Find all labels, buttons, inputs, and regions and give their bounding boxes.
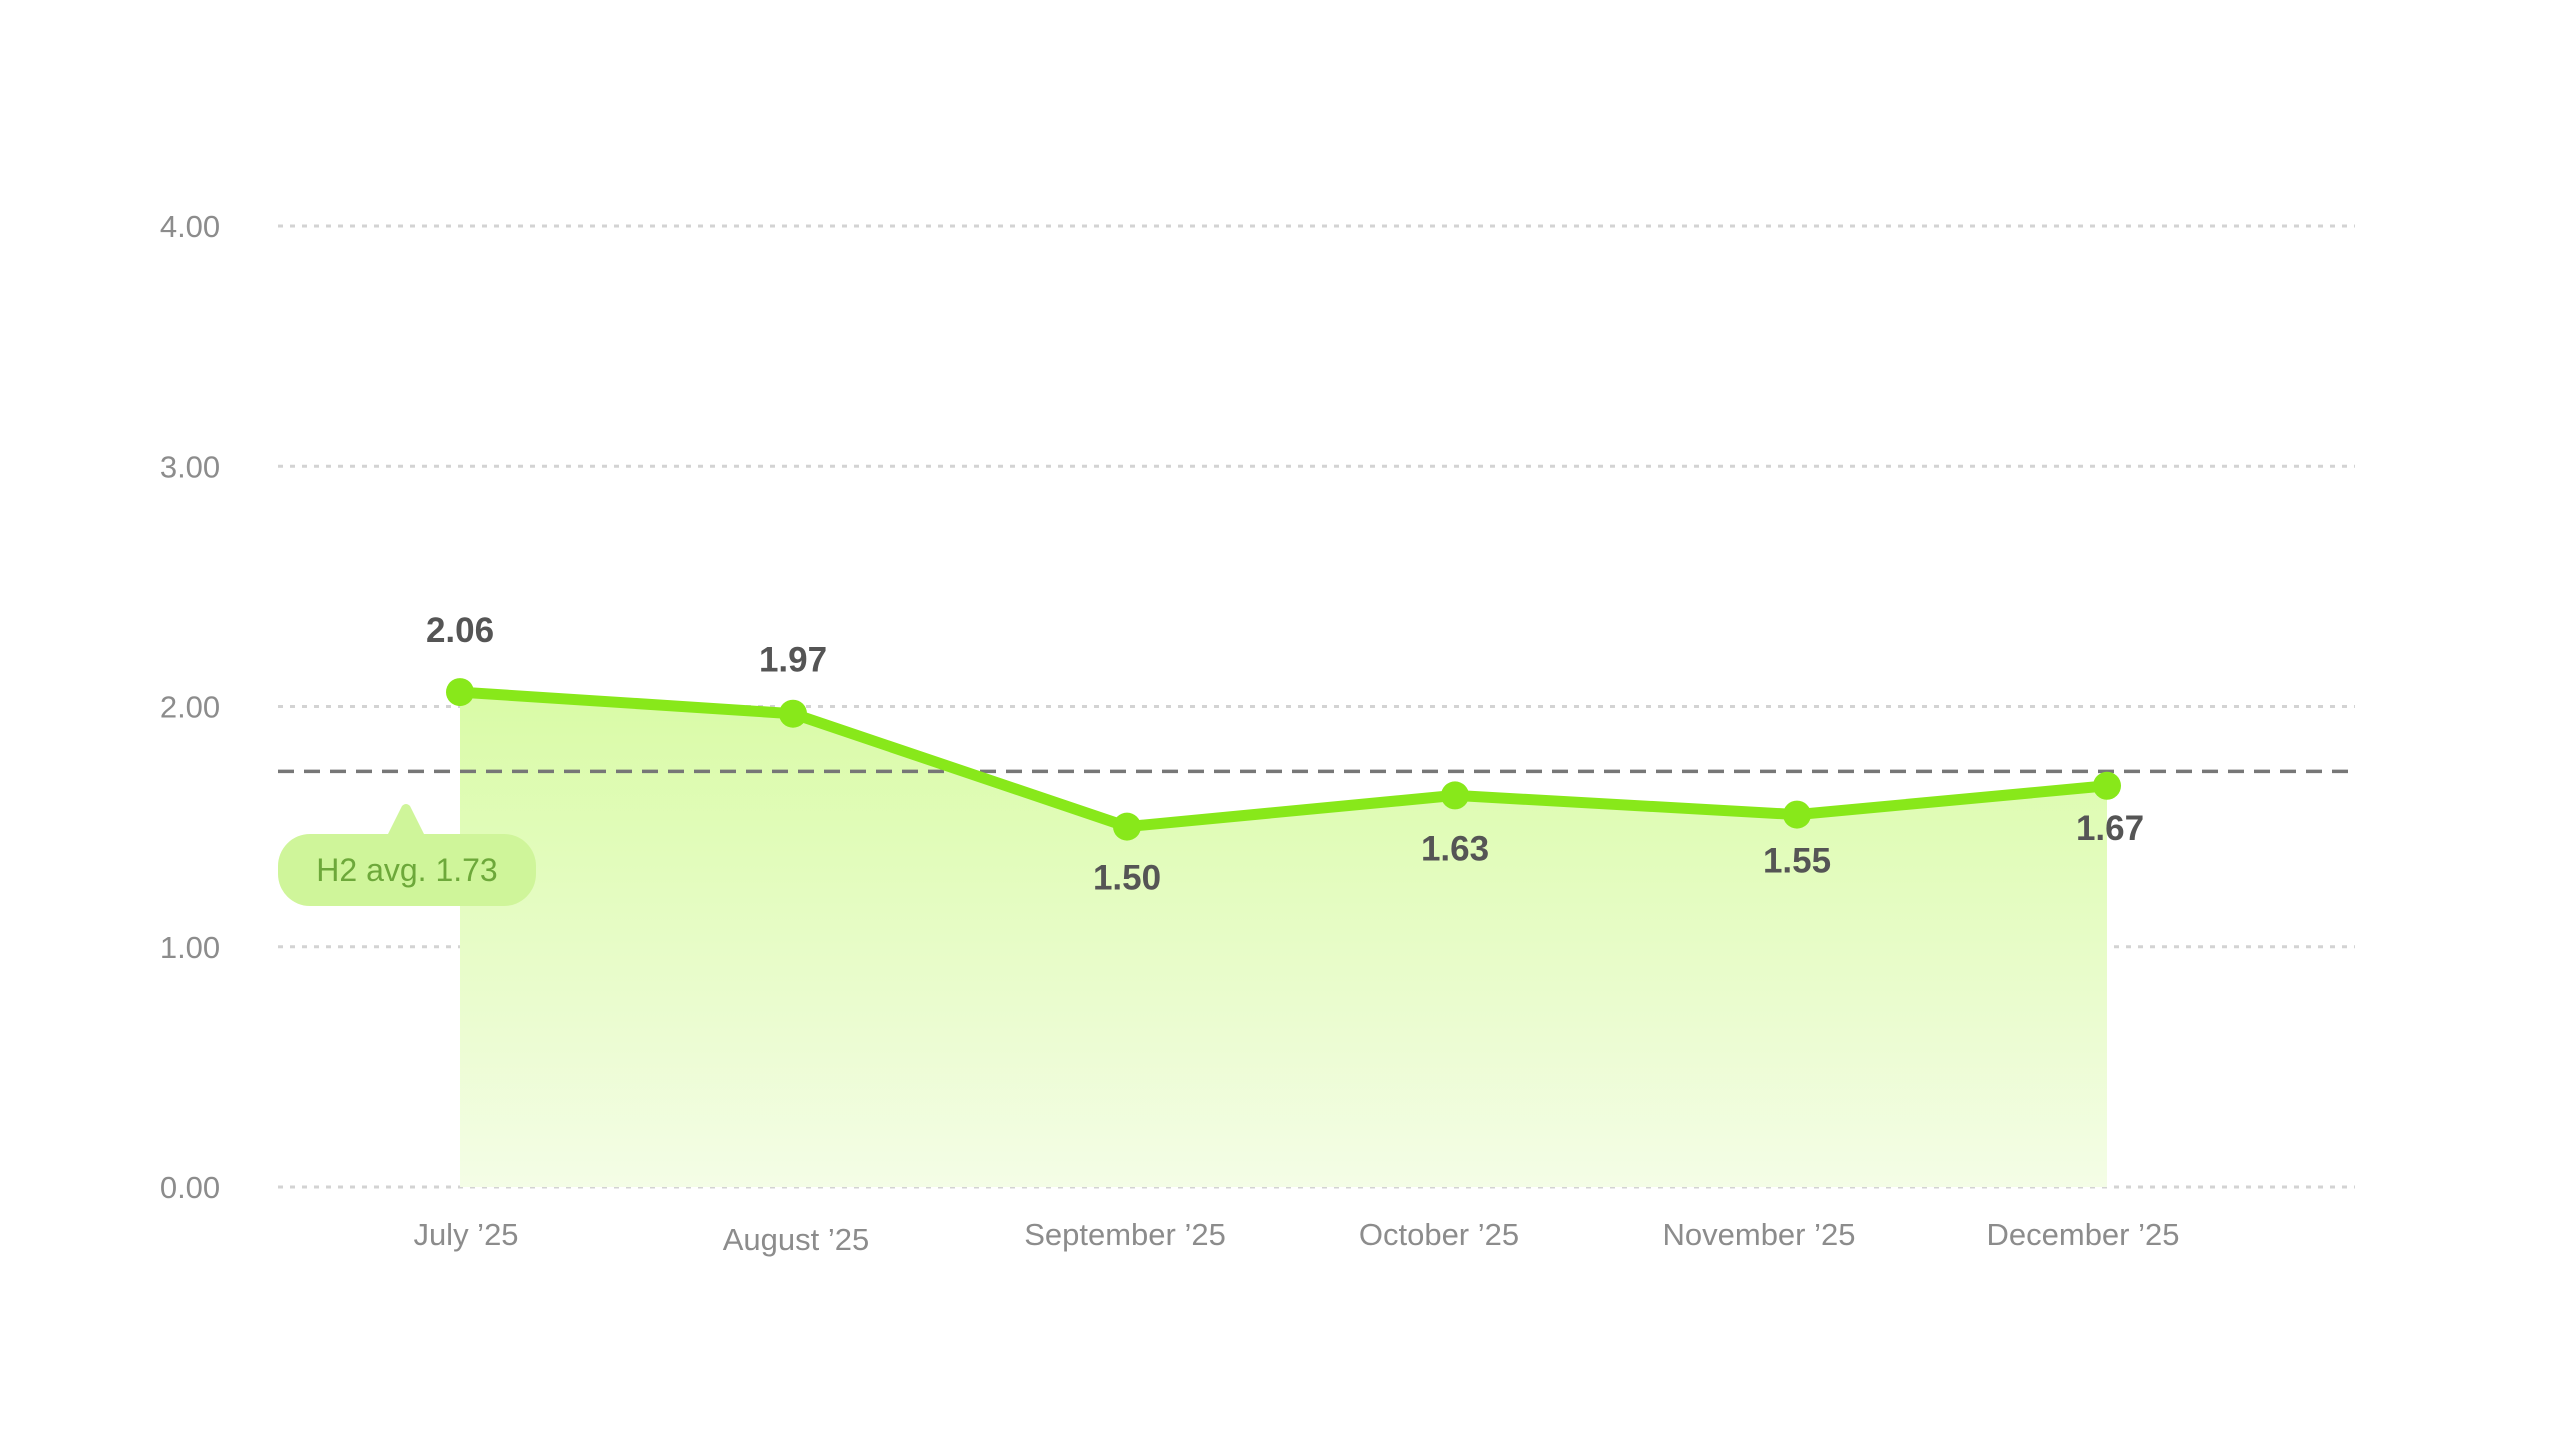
data-points [446, 678, 2121, 841]
data-point[interactable] [779, 699, 807, 728]
x-axis-ticks: July ’25 August ’25 September ’25 October ’… [413, 1217, 2179, 1257]
y-tick-label: 3.00 [160, 449, 220, 484]
data-labels: 2.06 1.97 1.50 1.63 1.55 1.67 [426, 611, 2144, 898]
area-fill-layer [460, 692, 2107, 1187]
x-tick-label: November ’25 [1663, 1217, 1856, 1252]
y-tick-label: 0.00 [160, 1170, 220, 1205]
series-line [454, 686, 2113, 833]
average-badge-bubble [278, 804, 536, 906]
data-point[interactable] [1441, 781, 1469, 810]
data-point[interactable] [1783, 800, 1811, 829]
data-point[interactable] [1113, 812, 1141, 841]
x-tick-label: October ’25 [1359, 1217, 1519, 1252]
data-point[interactable] [2093, 771, 2121, 800]
data-label: 1.50 [1093, 859, 1161, 898]
y-tick-label: 2.00 [160, 690, 220, 725]
data-point[interactable] [446, 678, 474, 707]
x-tick-label: July ’25 [413, 1217, 518, 1252]
data-label: 1.55 [1763, 842, 1831, 881]
y-axis-ticks: 0.00 1.00 2.00 3.00 4.00 [160, 209, 220, 1205]
y-tick-label: 4.00 [160, 209, 220, 244]
y-tick-label: 1.00 [160, 930, 220, 965]
area-fill [460, 692, 2107, 1187]
data-label: 1.67 [2076, 809, 2144, 848]
x-tick-label: December ’25 [1987, 1217, 2180, 1252]
data-label: 1.97 [759, 641, 827, 680]
x-tick-label: August ’25 [723, 1222, 870, 1257]
data-label: 1.63 [1421, 829, 1489, 868]
average-badge-label: H2 avg. 1.73 [316, 852, 497, 888]
series-line-layer [454, 686, 2113, 833]
x-tick-label: September ’25 [1024, 1217, 1226, 1252]
average-badge: H2 avg. 1.73 [278, 804, 536, 906]
data-label: 2.06 [426, 611, 494, 650]
